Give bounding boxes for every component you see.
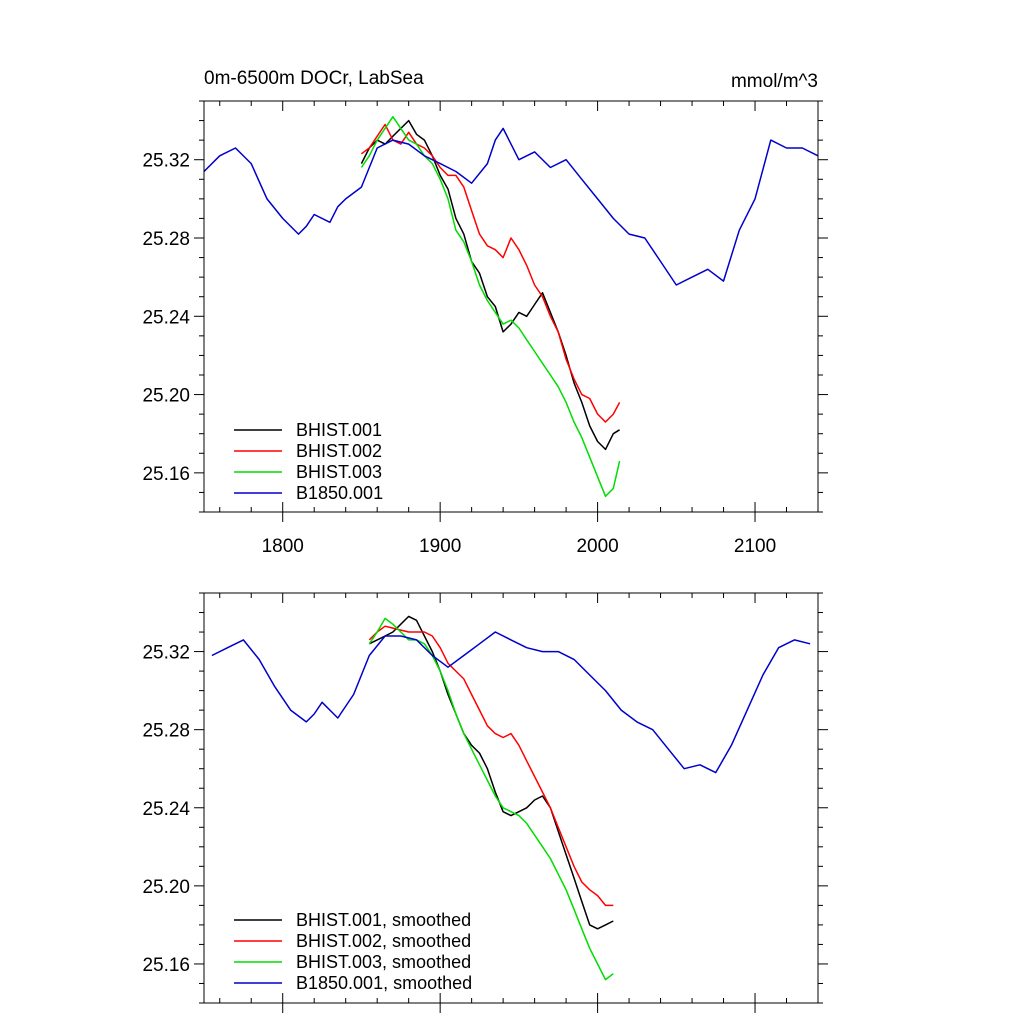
y-tick-label: 25.24 [142,307,190,328]
series-line-1 [360,123,621,423]
series-group [211,615,811,981]
series-line-0 [360,119,620,451]
axes: 1800 1900 2000 2100 25.16 25.20 25.24 25.28 25.3… [142,100,828,557]
axes: 25.16 25.20 25.24 25.28 25.32 [142,592,828,1013]
top-panel: 0m-6500m DOCr, LabSea mmol/m^3 1800 1900 2… [142,68,828,557]
series-line-1 [368,625,614,907]
series-line-3 [203,127,819,286]
y-tick-label: 25.32 [142,643,190,664]
y-tick-label: 25.20 [142,386,190,407]
x-tick-label: 1900 [419,536,461,557]
series-line-3 [211,631,811,774]
y-tick-label: 25.32 [142,151,190,172]
plot-frame [203,100,819,513]
bottom-panel: 25.16 25.20 25.24 25.28 25.32 BHIST.001, smo… [142,592,828,1013]
y-tick-label: 25.24 [142,799,190,820]
y-tick-label: 25.28 [142,721,190,742]
plot-frame [203,592,819,1004]
legend-label: BHIST.002, smoothed [296,931,471,951]
legend-label: B1850.001 [296,483,383,503]
series-line-0 [368,615,614,930]
x-tick-label: 2000 [576,536,618,557]
series-group [203,115,819,498]
y-tick-label: 25.20 [142,877,190,898]
series-line-2 [360,115,621,498]
legend-label: BHIST.001 [296,420,382,440]
units-label: mmol/m^3 [731,71,818,92]
legend-label: BHIST.003 [296,462,382,482]
x-tick-label: 1800 [262,536,304,557]
chart-title: 0m-6500m DOCr, LabSea [204,68,424,89]
y-tick-label: 25.16 [142,464,190,485]
series-line-2 [368,617,614,981]
y-tick-label: 25.16 [142,955,190,976]
y-tick-label: 25.28 [142,229,190,250]
x-tick-label: 2100 [734,536,776,557]
legend-label: B1850.001, smoothed [296,973,472,993]
legend-label: BHIST.001, smoothed [296,910,471,930]
legend-label: BHIST.003, smoothed [296,952,471,972]
legend-label: BHIST.002 [296,441,382,461]
